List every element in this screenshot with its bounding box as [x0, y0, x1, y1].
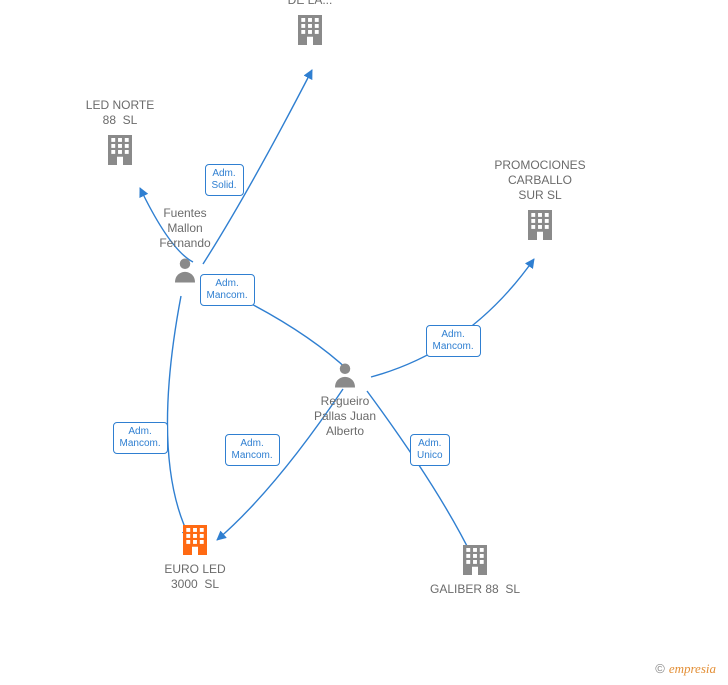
copyright-symbol: ©: [655, 661, 665, 676]
building-icon: [292, 12, 328, 48]
building-icon: [522, 207, 558, 243]
node-galiber[interactable]: GALIBER 88 SL: [430, 542, 520, 597]
watermark: © empresia: [655, 661, 716, 677]
node-fuentesTrans[interactable]: FUENTES TRANSFORMACIONES DE LA...: [245, 0, 375, 48]
node-label: FUENTES TRANSFORMACIONES DE LA...: [245, 0, 375, 8]
edge-label-regueiro-to-fuentesM: Adm. Mancom.: [200, 274, 255, 306]
building-icon: [102, 132, 138, 168]
diagram-canvas: FUENTES TRANSFORMACIONES DE LA... LED NO…: [0, 0, 728, 685]
brand-name: empresia: [669, 661, 716, 676]
edge-label-fuentesM-to-euroLed: Adm. Mancom.: [113, 422, 168, 454]
edge-label-regueiro-to-euroLed: Adm. Mancom.: [225, 434, 280, 466]
person-icon: [170, 255, 200, 285]
person-icon: [330, 360, 360, 390]
edge-fuentesM-to-euroLed: [167, 296, 190, 538]
building-icon: [457, 542, 493, 578]
node-euroLed[interactable]: EURO LED 3000 SL: [164, 522, 225, 592]
node-label: Regueiro Pallas Juan Alberto: [314, 394, 376, 439]
node-label: PROMOCIONES CARBALLO SUR SL: [494, 158, 585, 203]
node-regueiro[interactable]: Regueiro Pallas Juan Alberto: [314, 360, 376, 439]
node-promociones[interactable]: PROMOCIONES CARBALLO SUR SL: [494, 158, 585, 243]
building-icon: [177, 522, 213, 558]
edge-label-fuentesM-to-fuentesTrans: Adm. Solid.: [205, 164, 244, 196]
node-label: GALIBER 88 SL: [430, 582, 520, 597]
edge-regueiro-to-galiber: [367, 391, 473, 558]
edge-label-regueiro-to-promociones: Adm. Mancom.: [426, 325, 481, 357]
node-ledNorte[interactable]: LED NORTE 88 SL: [86, 98, 154, 168]
node-label: EURO LED 3000 SL: [164, 562, 225, 592]
edge-regueiro-to-promociones: [371, 259, 534, 377]
edge-label-regueiro-to-galiber: Adm. Unico: [410, 434, 450, 466]
node-label: LED NORTE 88 SL: [86, 98, 154, 128]
node-label: Fuentes Mallon Fernando: [159, 206, 210, 251]
